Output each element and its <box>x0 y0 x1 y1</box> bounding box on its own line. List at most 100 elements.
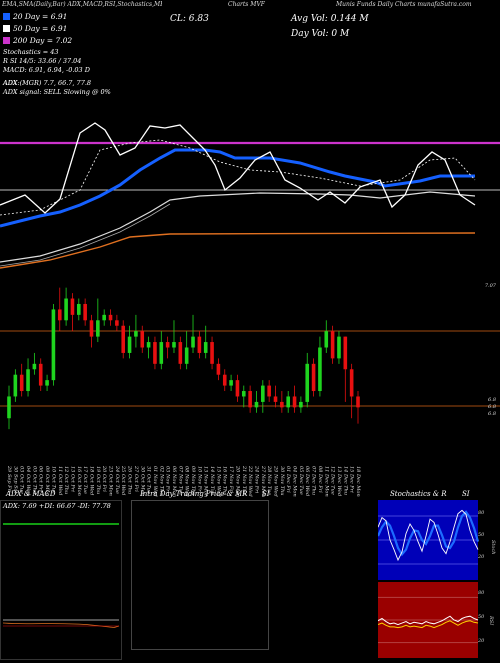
date-label: 30 Nov Thu <box>278 466 285 496</box>
stochastic-overlay-line <box>0 122 476 214</box>
date-label: 26 Oct Thu <box>126 466 133 495</box>
price-label: 6.8 <box>488 411 496 417</box>
date-label: 15 Nov Wed <box>215 466 222 497</box>
date-axis: 29 Sep Fri 30 Sep Sat 03 Oct Tue 04 Oct Wed… <box>0 466 500 498</box>
date-label: 19 Oct Thu <box>94 466 101 495</box>
date-label: 11 Dec Mon <box>323 466 330 497</box>
candle-body <box>318 347 322 392</box>
stoch-side-label: Stoch <box>490 540 496 555</box>
price-axis-labels: 7.07 6.8 6.8 6.8 <box>440 0 496 468</box>
candle-body <box>115 320 119 326</box>
date-label: 03 Oct Tue <box>18 466 25 494</box>
candle-body <box>241 391 246 397</box>
date-label: 14 Dec Thu <box>342 466 349 496</box>
candle-body <box>305 363 310 402</box>
candle-body <box>32 363 37 370</box>
date-label: 18 Dec Mon <box>355 466 361 497</box>
signal-overlay-line <box>0 139 476 216</box>
rsi-panel <box>378 582 479 658</box>
date-label: 08 Dec Fri <box>316 466 323 493</box>
date-label: 08 Nov Wed <box>183 466 190 497</box>
date-label: 07 Nov Tue <box>177 466 184 496</box>
candle-body <box>102 314 106 321</box>
date-label: 20 Nov Mon <box>234 466 241 498</box>
candle-body <box>184 347 189 364</box>
header-right: Munis Funds Daily Charts munafaSutra.com <box>336 1 472 8</box>
date-label: 22 Nov Wed <box>247 466 254 497</box>
date-label: 01 Dec Fri <box>285 466 292 493</box>
date-label: 31 Oct Tue <box>145 466 152 494</box>
stochastics-panel-title: Stochastics & R <box>390 490 447 498</box>
candle-body <box>299 401 303 408</box>
date-label: 29 Sep Fri <box>6 466 12 493</box>
day-volume: Day Vol: 0 M <box>291 29 350 39</box>
candle-body <box>337 336 341 359</box>
date-label: 27 Oct Fri <box>132 466 139 492</box>
candle-body <box>210 342 214 364</box>
sma200-label: 200 Day = 7.02 <box>13 36 73 45</box>
date-label: 29 Nov Wed <box>272 466 279 497</box>
stoch-tick: 80 <box>478 510 485 516</box>
date-label: 17 Oct Tue <box>82 466 89 494</box>
sma50-legend: 50 Day = 6.91 <box>3 24 67 33</box>
date-label: 05 Dec Tue <box>297 466 304 495</box>
price-chart <box>0 122 500 430</box>
stoch-tick: 50 <box>478 532 485 538</box>
date-label: 07 Dec Thu <box>310 466 317 496</box>
intraday-panel-title: Intra Day Trading Price & MR <box>140 490 248 498</box>
stochastics-panel <box>378 500 480 580</box>
candle-body <box>343 336 348 370</box>
adx-values: ADX: 7.69 +DI: 66.67 -DI: 77.78 <box>3 502 111 510</box>
candle-body <box>165 342 170 348</box>
candle-body <box>153 342 157 364</box>
candle-body <box>216 363 221 375</box>
date-label: 14 Nov Tue <box>209 466 216 496</box>
date-label: 13 Oct Fri <box>69 466 76 492</box>
candle-body <box>286 396 290 408</box>
rsi-tick: 50 <box>478 614 485 620</box>
date-label: 20 Oct Fri <box>101 466 108 492</box>
sma50-line <box>0 191 476 263</box>
avg-volume: Avg Vol: 0.144 M <box>291 14 369 24</box>
date-label: 12 Dec Tue <box>329 466 336 495</box>
date-label: 23 Oct Mon <box>107 466 114 496</box>
candle-body <box>140 331 145 348</box>
close-price: CL: 6.83 <box>170 14 209 24</box>
candle-body <box>197 336 202 353</box>
candle-body <box>191 336 195 348</box>
macd-value: MACD: 6.91, 6.94, -0.03 D <box>3 66 90 74</box>
date-label: 13 Dec Wed <box>335 466 342 497</box>
candle-body <box>45 380 49 386</box>
intraday-si-label: SI <box>262 490 270 498</box>
adx-signal: ADX signal: SELL Slowing @ 0% <box>3 88 111 96</box>
candle-body <box>127 336 132 353</box>
date-label: 10 Oct Tue <box>50 466 57 494</box>
date-label: 01 Nov Wed <box>151 466 158 497</box>
rsi-tick: 20 <box>478 638 485 644</box>
date-label: 18 Oct Wed <box>88 466 95 496</box>
stoch-d-line <box>378 510 480 557</box>
date-label: 03 Nov Fri <box>164 466 171 494</box>
candle-body <box>70 298 75 315</box>
date-label: 04 Dec Mon <box>291 466 298 497</box>
candle-body <box>108 314 113 321</box>
candle-body <box>349 369 354 397</box>
stoch-tick: 20 <box>478 554 485 560</box>
date-label: 11 Oct Wed <box>56 466 63 496</box>
date-label: 04 Oct Wed <box>25 466 32 496</box>
candle-body <box>273 396 278 402</box>
date-label: 12 Oct Thu <box>63 466 70 495</box>
date-label: 09 Nov Thu <box>190 466 197 496</box>
header-left: EMA,SMA(Daily,Bar) ADX,MACD,RSI,Stochast… <box>2 1 162 8</box>
ema20-label: 20 Day = 6.91 <box>13 12 68 21</box>
candle-body <box>235 380 240 397</box>
candle-body <box>89 320 94 337</box>
candle-body <box>159 342 164 364</box>
mrsi-value: ADX (MGR) 7.7, 66.7, 77.8 <box>3 79 92 87</box>
date-label: 28 Nov Tue <box>266 466 273 496</box>
sma50-label: 50 Day = 6.91 <box>13 24 68 33</box>
price-label: 6.8 <box>488 397 496 403</box>
mrsi-line <box>378 620 479 629</box>
rsi-side-label: RSI <box>488 616 494 626</box>
adx-macd-svg <box>2 523 120 628</box>
